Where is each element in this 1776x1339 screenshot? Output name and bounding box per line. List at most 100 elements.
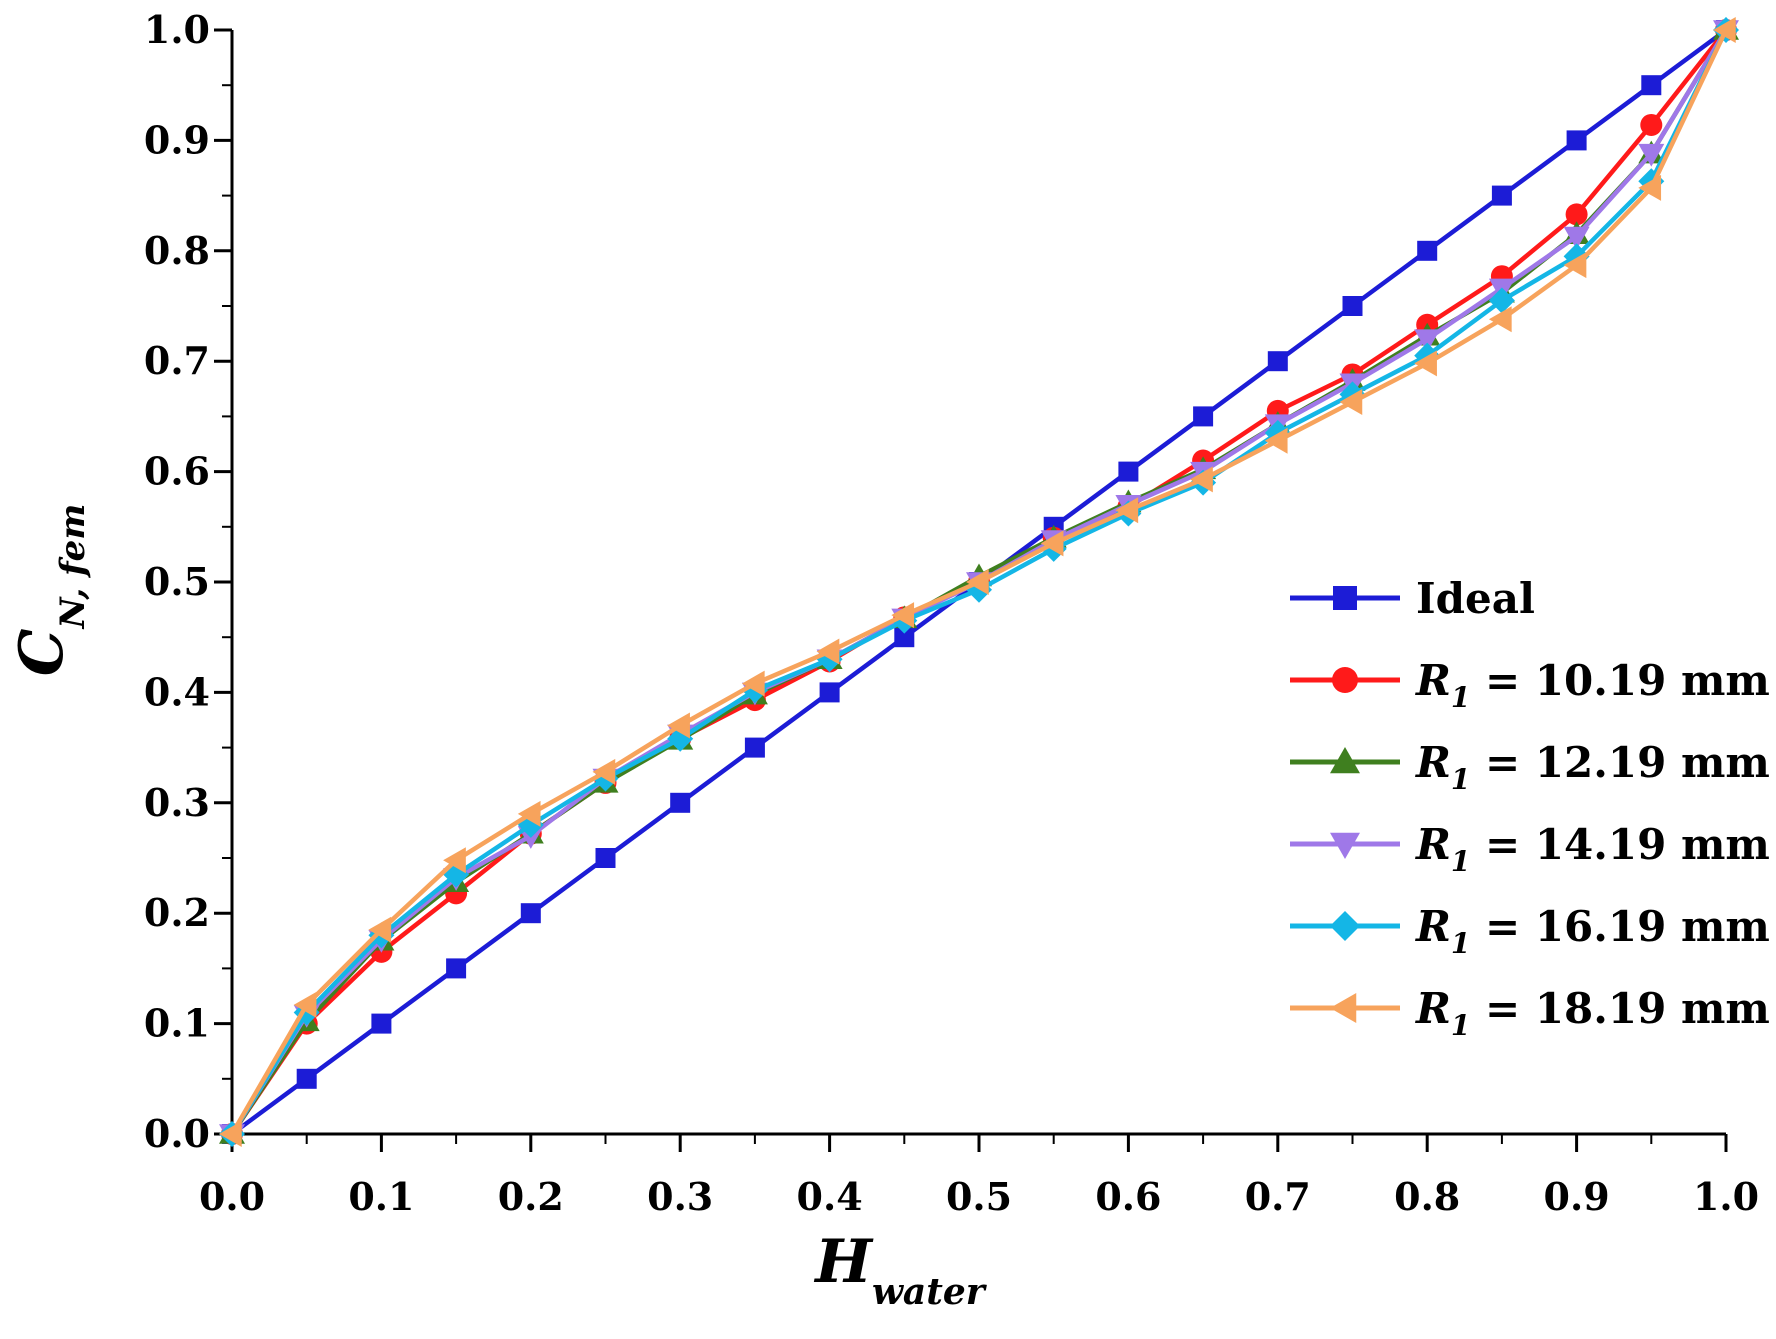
legend-label-main: R xyxy=(1415,984,1451,1033)
x-tick-label: 0.7 xyxy=(1245,1174,1311,1219)
data-point xyxy=(966,569,989,595)
x-axis-title-sub: water xyxy=(872,1271,988,1313)
data-point xyxy=(894,627,915,648)
data-point xyxy=(1488,287,1515,314)
x-tick-label: 0.5 xyxy=(946,1174,1012,1219)
data-point xyxy=(1264,427,1288,454)
y-tick-label: 0.8 xyxy=(144,228,210,273)
y-tick-label: 0.5 xyxy=(144,559,210,604)
data-point xyxy=(1417,240,1438,261)
tick-labels: 0.0 0.1 0.2 0.3 0.4 0.5 0.6 0.7 0.8 0.9 1.0 0.0 0.1 0… xyxy=(144,7,1759,1219)
data-point xyxy=(819,682,840,703)
data-point xyxy=(1488,306,1512,333)
data-point xyxy=(1342,296,1363,316)
legend-swatch-marker xyxy=(1330,747,1360,774)
legend-label-rest: = 18.19 mm xyxy=(1470,984,1769,1033)
data-point xyxy=(520,903,541,924)
data-point xyxy=(371,1013,392,1034)
legend-label-rest: = 10.19 mm xyxy=(1470,656,1769,705)
legend-label-main: Ideal xyxy=(1416,574,1535,623)
data-point xyxy=(1267,351,1288,372)
legend-label-main: R xyxy=(1415,656,1451,705)
legend-item: R1 = 10.19 mm xyxy=(1290,656,1770,714)
x-axis-title-main: H xyxy=(813,1227,874,1297)
x-tick-label: 0.6 xyxy=(1095,1174,1161,1219)
legend-label-main: R xyxy=(1415,902,1451,951)
data-point xyxy=(1339,389,1363,416)
data-point xyxy=(891,602,915,629)
data-point xyxy=(296,1068,317,1089)
legend-label-sub: 1 xyxy=(1451,681,1470,714)
legend-item: Ideal xyxy=(1290,574,1535,623)
data-point xyxy=(219,1121,242,1147)
data-point xyxy=(443,847,466,874)
x-tick-label: 0.9 xyxy=(1544,1174,1610,1219)
legend-item: R1 = 16.19 mm xyxy=(1290,902,1770,960)
data-point xyxy=(1118,461,1139,482)
data-point xyxy=(1193,406,1214,427)
legend-label-rest: = 12.19 mm xyxy=(1470,738,1769,787)
series-layer xyxy=(219,17,1739,1147)
x-tick-label: 0.8 xyxy=(1394,1174,1460,1219)
legend-label: R1 = 16.19 mm xyxy=(1415,902,1770,960)
legend-swatch-marker xyxy=(1332,667,1358,693)
x-tick-label: 0.0 xyxy=(199,1174,265,1219)
legend-label-sub: 1 xyxy=(1451,1009,1470,1042)
legend-label-main: R xyxy=(1415,820,1451,869)
data-point xyxy=(1491,185,1512,206)
data-point xyxy=(667,712,690,739)
data-point xyxy=(1115,497,1139,524)
legend-item: R1 = 14.19 mm xyxy=(1290,820,1770,878)
data-point xyxy=(1566,130,1587,151)
legend-item: R1 = 12.19 mm xyxy=(1290,738,1770,796)
legend-label: R1 = 18.19 mm xyxy=(1415,984,1770,1042)
legend-label: R1 = 12.19 mm xyxy=(1415,738,1770,796)
data-point xyxy=(1641,75,1662,96)
y-tick-label: 0.7 xyxy=(144,338,210,383)
legend-swatch-marker xyxy=(1330,993,1357,1023)
y-tick-label: 0.4 xyxy=(144,669,210,714)
y-tick-label: 1.0 xyxy=(144,7,210,52)
y-tick-label: 0.3 xyxy=(144,780,210,825)
data-point xyxy=(741,670,765,697)
x-tick-label: 1.0 xyxy=(1693,1174,1759,1219)
legend-label-sub: 1 xyxy=(1451,927,1470,960)
x-tick-label: 0.1 xyxy=(348,1174,414,1219)
data-point xyxy=(1563,252,1587,279)
y-tick-label: 0.1 xyxy=(144,1001,210,1046)
legend-label-main: R xyxy=(1415,738,1451,787)
data-point xyxy=(1414,329,1441,353)
data-point xyxy=(1565,203,1588,226)
data-point xyxy=(517,800,541,827)
series-1 xyxy=(222,20,1736,1144)
x-axis-title: Hwater xyxy=(813,1227,988,1313)
data-point xyxy=(1190,466,1213,493)
legend-label-rest: = 16.19 mm xyxy=(1470,902,1769,951)
data-point xyxy=(744,737,765,758)
data-point xyxy=(670,792,691,813)
axes xyxy=(214,28,1728,1152)
legend-swatch-marker xyxy=(1330,832,1360,859)
data-point xyxy=(1713,17,1736,43)
y-axis-title-sub: N, fem xyxy=(53,504,93,630)
legend-item: R1 = 18.19 mm xyxy=(1290,984,1770,1042)
data-point xyxy=(1640,113,1663,136)
legend-label: R1 = 14.19 mm xyxy=(1415,820,1770,878)
series-6 xyxy=(219,17,1736,1147)
data-point xyxy=(1563,226,1590,250)
data-point xyxy=(446,958,467,979)
x-tick-label: 0.2 xyxy=(498,1174,564,1219)
x-tick-label: 0.4 xyxy=(797,1174,863,1219)
data-point xyxy=(293,991,317,1018)
data-point xyxy=(816,638,840,665)
legend-label-sub: 1 xyxy=(1451,845,1470,878)
data-point xyxy=(1040,530,1064,557)
legend-label: R1 = 10.19 mm xyxy=(1415,656,1770,714)
y-tick-label: 0.6 xyxy=(144,449,210,494)
y-tick-label: 0.2 xyxy=(144,890,210,935)
data-point xyxy=(1414,350,1437,377)
legend-label: Ideal xyxy=(1416,574,1535,623)
data-point xyxy=(1638,143,1665,167)
